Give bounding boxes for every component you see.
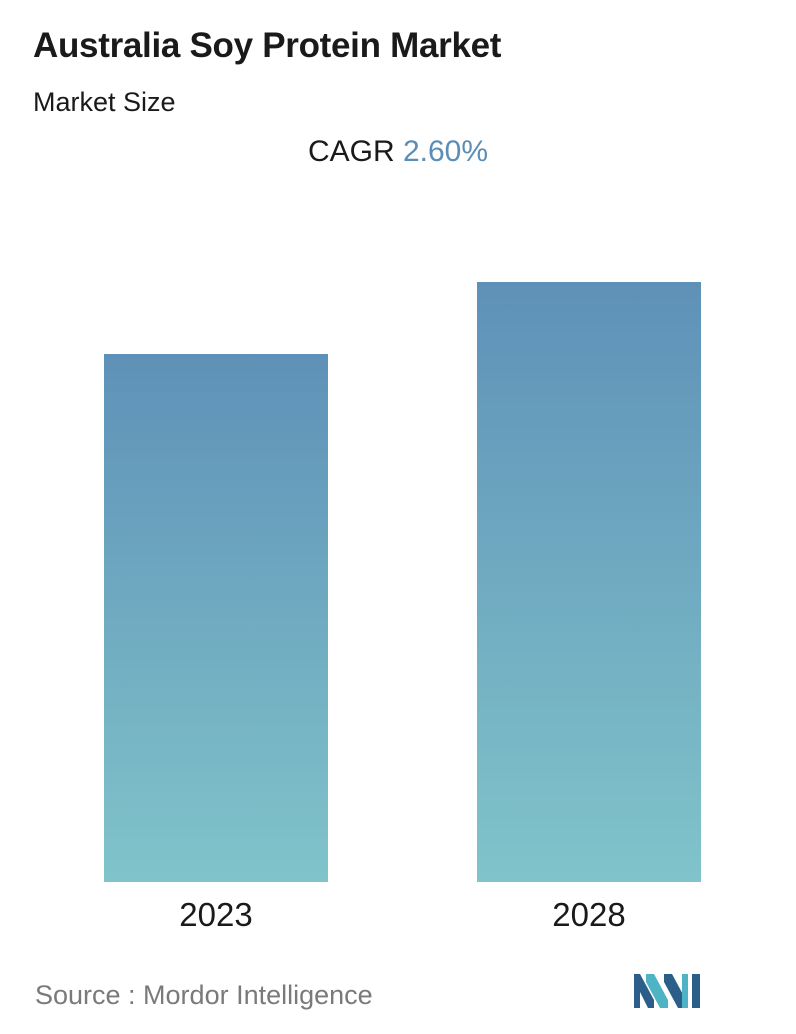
source-caption: Source : Mordor Intelligence bbox=[35, 980, 373, 1010]
cagr-label: CAGR bbox=[307, 135, 395, 168]
bar-2023 bbox=[104, 354, 328, 882]
cagr-value: 2.60% bbox=[402, 135, 489, 168]
cagr-display: CAGR 2.60% bbox=[0, 135, 796, 169]
chart-subtitle: Market Size bbox=[33, 87, 176, 117]
chart-title: Australia Soy Protein Market bbox=[33, 26, 502, 65]
bar-2028 bbox=[477, 282, 701, 882]
x-tick-label-2028: 2028 bbox=[552, 896, 625, 933]
mordor-intelligence-logo-icon bbox=[634, 970, 702, 1013]
bar-chart: 2023 2028 bbox=[104, 282, 701, 933]
x-tick-label-2023: 2023 bbox=[179, 896, 252, 933]
